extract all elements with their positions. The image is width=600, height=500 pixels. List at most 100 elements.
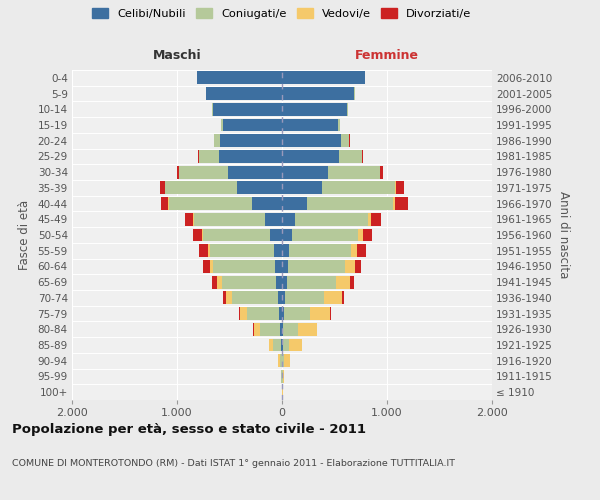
Bar [284,354,290,367]
Bar [219,150,282,163]
Bar [380,166,383,178]
Bar [229,166,282,178]
Bar [282,103,347,116]
Bar [330,307,331,320]
Bar [288,260,345,273]
Bar [208,244,209,257]
Bar [160,182,165,194]
Bar [281,338,282,351]
Bar [284,307,310,320]
Bar [232,292,278,304]
Bar [358,244,365,257]
Bar [310,307,330,320]
Bar [342,292,344,304]
Bar [214,134,220,147]
Bar [275,260,282,273]
Bar [358,228,362,241]
Bar [179,166,229,178]
Bar [166,182,237,194]
Bar [287,276,335,288]
Bar [395,182,396,194]
Text: COMUNE DI MONTEROTONDO (RM) - Dati ISTAT 1° gennaio 2011 - Elaborazione TUTTITAL: COMUNE DI MONTEROTONDO (RM) - Dati ISTAT… [12,459,455,468]
Text: Popolazione per età, sesso e stato civile - 2011: Popolazione per età, sesso e stato civil… [12,422,366,436]
Bar [282,260,288,273]
Y-axis label: Anni di nascita: Anni di nascita [557,192,569,278]
Bar [265,213,282,226]
Bar [282,72,365,85]
Bar [298,323,317,336]
Bar [206,87,282,100]
Bar [335,276,350,288]
Bar [283,370,284,383]
Bar [362,150,363,163]
Bar [251,197,282,210]
Text: Femmine: Femmine [355,49,419,62]
Bar [394,197,395,210]
Bar [226,292,232,304]
Bar [203,260,210,273]
Bar [345,260,355,273]
Bar [350,276,354,288]
Bar [260,323,280,336]
Bar [350,244,358,257]
Bar [194,213,265,226]
Bar [278,354,280,367]
Bar [237,182,282,194]
Bar [199,244,208,257]
Bar [202,228,203,241]
Bar [282,213,295,226]
Bar [273,338,281,351]
Bar [280,323,282,336]
Bar [322,182,395,194]
Bar [213,103,282,116]
Bar [289,244,350,257]
Bar [324,292,342,304]
Bar [223,118,282,132]
Bar [282,182,322,194]
Bar [282,276,287,288]
Bar [282,134,341,147]
Bar [295,213,368,226]
Bar [239,307,247,320]
Bar [269,338,273,351]
Bar [212,276,217,288]
Bar [289,338,302,351]
Text: Maschi: Maschi [152,49,202,62]
Bar [276,276,282,288]
Bar [282,338,283,351]
Bar [283,354,284,367]
Bar [221,276,276,288]
Bar [283,338,289,351]
Bar [220,134,282,147]
Bar [185,213,193,226]
Bar [278,292,282,304]
Bar [282,197,307,210]
Bar [355,260,361,273]
Bar [169,197,251,210]
Bar [161,197,168,210]
Bar [247,307,280,320]
Bar [338,150,362,163]
Bar [292,228,358,241]
Bar [282,87,355,100]
Bar [280,307,282,320]
Bar [282,307,284,320]
Bar [223,292,226,304]
Bar [274,244,282,257]
Bar [282,150,338,163]
Bar [217,276,221,288]
Bar [199,150,219,163]
Bar [371,213,381,226]
Bar [213,260,275,273]
Bar [282,228,292,241]
Bar [254,323,260,336]
Bar [282,118,338,132]
Bar [210,260,213,273]
Bar [280,354,281,367]
Bar [307,197,394,210]
Bar [396,182,404,194]
Bar [203,228,271,241]
Bar [282,323,283,336]
Bar [271,228,282,241]
Bar [177,166,179,178]
